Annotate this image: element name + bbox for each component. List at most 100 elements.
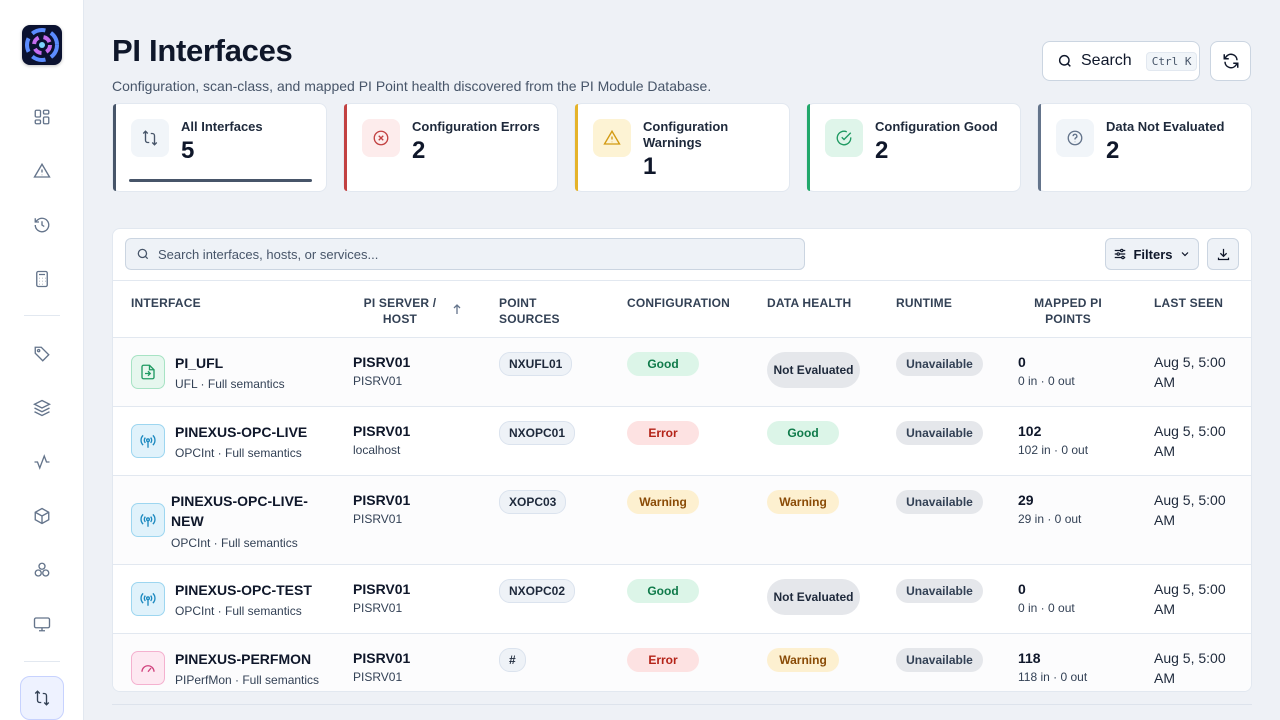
stat-value: 2 <box>875 137 889 164</box>
column-header-text: PI SERVER / <box>363 296 437 310</box>
table-row[interactable]: PINEXUS-OPC-TEST OPCInt · Full semantics… <box>113 565 1251 634</box>
sidebar-divider <box>24 315 60 316</box>
table-row[interactable]: PINEXUS-OPC-LIVE OPCInt · Full semantics… <box>113 407 1251 476</box>
data-health-badge: Warning <box>767 490 839 514</box>
mapped-points-detail: 118 in · 0 out <box>1018 670 1088 684</box>
refresh-button[interactable] <box>1210 41 1251 81</box>
app-logo[interactable] <box>22 25 62 65</box>
mapped-points-count: 0 <box>1018 581 1026 597</box>
stat-value: 2 <box>1106 137 1120 164</box>
runtime-badge: Unavailable <box>896 352 983 376</box>
mapped-points-detail: 102 in · 0 out <box>1018 443 1089 457</box>
broadcast-icon <box>131 582 165 616</box>
column-header-last-seen[interactable]: LAST SEEN <box>1154 296 1224 310</box>
configuration-status-badge: Warning <box>627 490 699 514</box>
runtime-badge: Unavailable <box>896 648 983 672</box>
table-search-input[interactable] <box>158 246 778 262</box>
calculator-icon[interactable] <box>30 267 54 291</box>
global-search-button[interactable]: Search Ctrl K <box>1042 41 1200 81</box>
table-row[interactable]: PINEXUS-OPC-LIVE-NEW OPCInt · Full seman… <box>113 476 1251 565</box>
components-icon[interactable] <box>30 558 54 582</box>
column-header-mapped-points[interactable]: MAPPED PI POINTS <box>1029 295 1107 327</box>
filters-button[interactable]: Filters <box>1105 238 1199 270</box>
host: PISRV01 <box>353 601 403 615</box>
stat-card-data-not-evaluated[interactable]: Data Not Evaluated 2 <box>1037 103 1252 192</box>
table-toolbar: Filters <box>113 229 1251 281</box>
box-icon[interactable] <box>30 504 54 528</box>
host: localhost <box>353 443 401 457</box>
host: PISRV01 <box>353 374 403 388</box>
tag-icon[interactable] <box>30 342 54 366</box>
column-header-text: POINT <box>499 296 537 310</box>
interface-type: OPCInt · Full semantics <box>175 446 302 460</box>
dashboard-icon[interactable] <box>30 105 54 129</box>
stat-card-configuration-warnings[interactable]: Configuration Warnings 1 <box>574 103 790 192</box>
chevron-down-icon <box>1181 252 1188 257</box>
column-header-configuration[interactable]: CONFIGURATION <box>627 296 731 310</box>
interface-name[interactable]: PINEXUS-OPC-TEST <box>175 582 312 598</box>
table-row[interactable]: PI_UFL UFL · Full semantics PISRV01 PISR… <box>113 338 1251 407</box>
runtime-badge: Unavailable <box>896 490 983 514</box>
column-header-interface[interactable]: INTERFACE <box>131 296 201 310</box>
pi-server: PISRV01 <box>353 354 411 370</box>
interfaces-icon <box>131 119 169 157</box>
filters-label: Filters <box>1133 246 1173 262</box>
history-icon[interactable] <box>30 213 54 237</box>
data-health-badge: Good <box>767 421 839 445</box>
last-seen: Aug 5, 5:00 AM <box>1154 354 1226 390</box>
last-seen: Aug 5, 5:00 AM <box>1154 492 1226 528</box>
last-seen: Aug 5, 5:00 AM <box>1154 650 1226 686</box>
sort-ascending-icon[interactable] <box>452 303 462 315</box>
stat-value: 5 <box>181 137 195 164</box>
interfaces-nav-icon[interactable] <box>20 676 64 720</box>
mapped-points-count: 0 <box>1018 354 1026 370</box>
stat-label: Configuration Good <box>875 119 998 134</box>
pi-server: PISRV01 <box>353 650 411 666</box>
pi-server: PISRV01 <box>353 423 411 439</box>
configuration-status-badge: Error <box>627 421 699 445</box>
point-source-chip: NXOPC01 <box>499 421 576 445</box>
stat-card-configuration-errors[interactable]: Configuration Errors 2 <box>343 103 558 192</box>
activity-icon[interactable] <box>30 450 54 474</box>
last-seen: Aug 5, 5:00 AM <box>1154 581 1226 617</box>
table-row[interactable]: PINEXUS-PERFMON PIPerfMon · Full semanti… <box>113 634 1251 691</box>
page-title: PI Interfaces <box>112 33 293 68</box>
refresh-icon <box>1223 53 1238 69</box>
mapped-points-detail: 0 in · 0 out <box>1018 601 1075 615</box>
configuration-status-badge: Good <box>627 352 699 376</box>
interface-type: OPCInt · Full semantics <box>175 604 302 618</box>
column-header-data-health[interactable]: DATA HEALTH <box>767 296 852 310</box>
monitor-icon[interactable] <box>30 612 54 636</box>
help-circle-icon <box>1056 119 1094 157</box>
x-circle-icon <box>362 119 400 157</box>
column-header-runtime[interactable]: RUNTIME <box>896 296 953 310</box>
interfaces-table-panel: Filters INTERFACE PI SERVER / HOST POINT… <box>112 228 1252 692</box>
column-header-pi-server[interactable]: PI SERVER / HOST <box>363 295 437 327</box>
column-header-text: MAPPED PI <box>1034 296 1102 310</box>
data-health-badge: Not Evaluated <box>767 352 860 388</box>
table-header: INTERFACE PI SERVER / HOST POINT SOURCES… <box>113 281 1251 338</box>
interface-name[interactable]: PINEXUS-OPC-LIVE <box>175 424 308 440</box>
stat-value: 1 <box>643 153 657 180</box>
stat-card-all-interfaces[interactable]: All Interfaces 5 <box>112 103 327 192</box>
sliders-icon <box>1115 248 1126 260</box>
last-seen: Aug 5, 5:00 AM <box>1154 423 1226 459</box>
column-header-point-sources[interactable]: POINT SOURCES <box>499 295 560 327</box>
interface-name[interactable]: PINEXUS-PERFMON <box>175 651 312 667</box>
warning-icon <box>593 119 631 157</box>
download-button[interactable] <box>1207 238 1239 270</box>
table-search[interactable] <box>125 238 805 270</box>
interface-type: OPCInt · Full semantics <box>171 536 298 550</box>
sidebar <box>0 0 84 720</box>
alert-triangle-icon[interactable] <box>30 159 54 183</box>
point-source-chip: XOPC03 <box>499 490 567 514</box>
data-health-badge: Not Evaluated <box>767 579 860 615</box>
configuration-status-badge: Error <box>627 648 699 672</box>
stat-card-configuration-good[interactable]: Configuration Good 2 <box>806 103 1021 192</box>
search-button-label: Search <box>1081 52 1132 69</box>
interface-name[interactable]: PINEXUS-OPC-LIVE-NEW <box>171 493 308 529</box>
host: PISRV01 <box>353 512 403 526</box>
point-source-chip: NXUFL01 <box>499 352 573 376</box>
layers-icon[interactable] <box>30 396 54 420</box>
interface-name[interactable]: PI_UFL <box>175 355 224 371</box>
